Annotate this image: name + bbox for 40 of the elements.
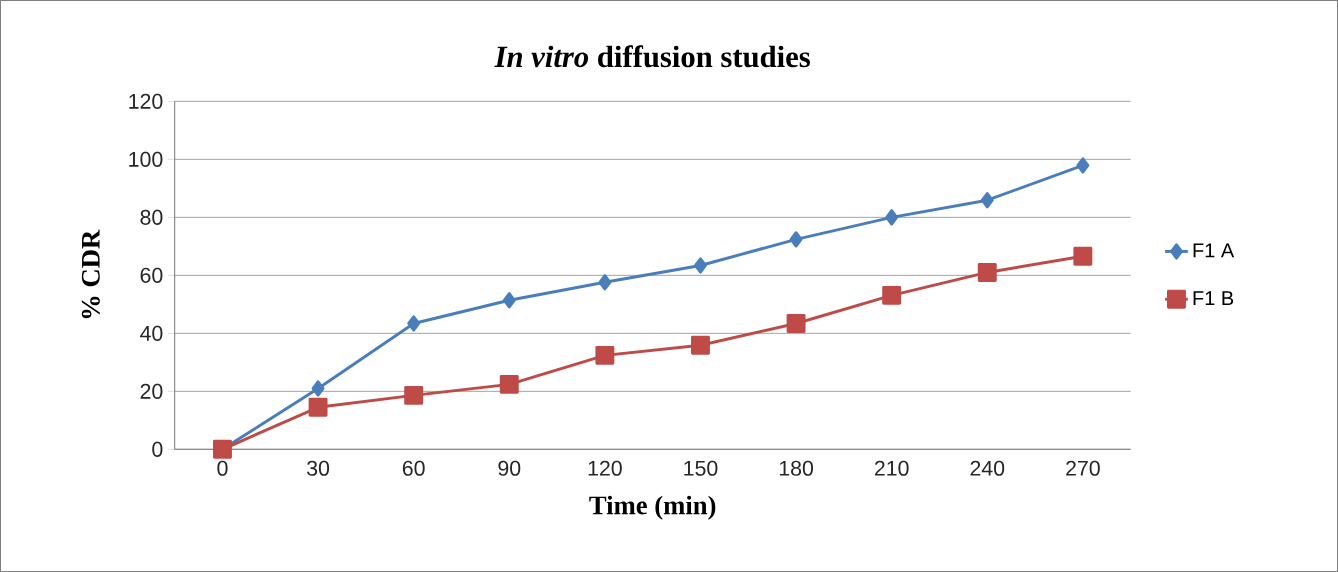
x-tick-label: 270	[1066, 460, 1100, 476]
x-tick-label: 0	[217, 460, 228, 476]
point	[502, 292, 516, 309]
y-tick-label: 120	[129, 93, 163, 109]
y-tick-label: 40	[140, 325, 163, 341]
point	[691, 335, 710, 355]
point	[694, 257, 707, 274]
point	[1073, 246, 1093, 266]
x-tick-label: 90	[498, 460, 521, 476]
point	[980, 192, 994, 209]
point	[1076, 157, 1090, 174]
x-tick-label: 60	[402, 460, 425, 476]
legend-label: F1 A	[1193, 243, 1235, 258]
x-tick-label: 120	[588, 460, 622, 476]
point	[882, 285, 902, 305]
point	[595, 345, 615, 365]
point	[977, 262, 997, 282]
point	[311, 380, 325, 397]
y-tick-label: 60	[140, 267, 163, 283]
point	[789, 231, 803, 248]
point	[308, 397, 328, 417]
point	[598, 274, 612, 291]
x-tick-label: 210	[874, 460, 909, 476]
legend-label: F1 B	[1193, 291, 1234, 306]
x-tick-label: 150	[684, 460, 718, 476]
point	[885, 209, 899, 226]
y-tick-label: 20	[140, 383, 163, 399]
y-tick-label: 80	[140, 209, 163, 225]
x-tick-label: 30	[307, 460, 330, 476]
y-tick-label: 0	[152, 441, 163, 457]
x-axis-title: Time (min)	[589, 495, 716, 520]
point	[499, 374, 519, 394]
point	[404, 385, 424, 405]
y-tick-label: 100	[129, 151, 163, 167]
x-tick-label: 240	[970, 460, 1005, 476]
point	[786, 314, 806, 333]
chart-title: In vitro diffusion studies	[494, 45, 810, 68]
y-axis-title: % CDR	[81, 229, 100, 319]
x-tick-label: 180	[779, 460, 814, 476]
point	[407, 315, 421, 332]
